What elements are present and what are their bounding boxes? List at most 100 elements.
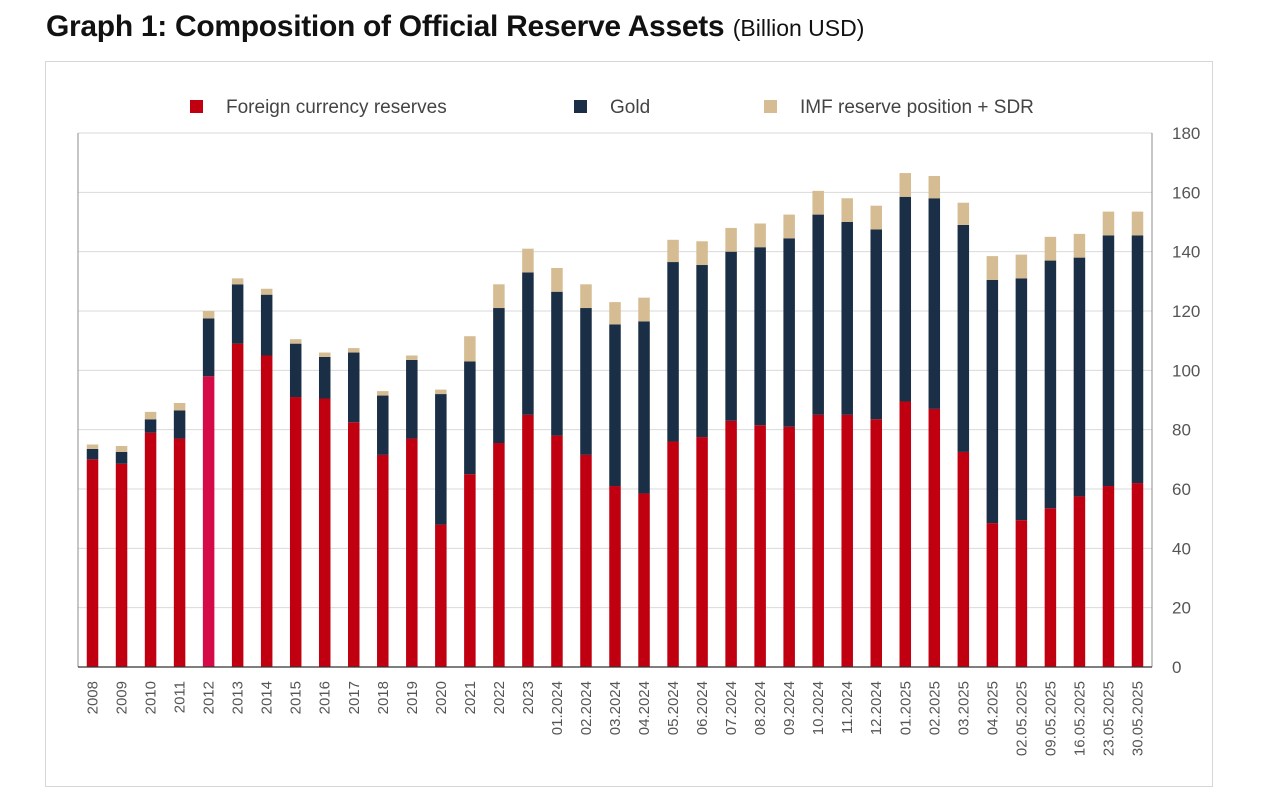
bar-foreign-currency-reserves [318,398,331,667]
bar-gold [493,308,505,444]
x-tick-label: 02.2024 [578,681,595,735]
bar-gold [231,284,244,344]
bar-foreign-currency-reserves [812,414,824,667]
chart-frame [45,61,1213,787]
bar-foreign-currency-reserves [115,463,128,667]
bar-foreign-currency-reserves [202,376,215,667]
bar-gold [725,251,737,421]
bar-imf-reserve-position-sdr [289,339,302,344]
bar-imf-reserve-position-sdr [202,311,215,319]
x-tick-label: 2009 [114,681,131,714]
bar-foreign-currency-reserves [260,355,273,667]
bar-imf-reserve-position-sdr [348,348,360,353]
bar-foreign-currency-reserves [580,454,592,667]
y-tick-label: 80 [1172,421,1191,440]
bar-gold [812,214,824,415]
x-tick-label: 01.2025 [897,681,914,735]
x-tick-label: 02.05.2025 [1013,681,1030,756]
legend-swatch [190,100,203,113]
legend-label: Gold [610,97,650,118]
bar-imf-reserve-position-sdr [464,336,476,362]
bar-imf-reserve-position-sdr [928,176,941,199]
chart-unit: (Billion USD) [732,15,865,41]
x-tick-label: 2017 [346,681,363,714]
bar-imf-reserve-position-sdr [986,256,999,280]
bar-gold [464,361,476,475]
bar-imf-reserve-position-sdr [1044,236,1057,261]
bar-gold [928,198,941,409]
x-tick-label: 2019 [404,681,421,714]
legend-swatch [574,100,587,113]
bar-gold [260,294,273,356]
x-tick-label: 11.2024 [839,681,856,734]
x-tick-label: 09.2024 [781,681,798,735]
x-tick-label: 05.2024 [665,681,682,735]
bar-gold [754,247,766,426]
x-tick-label: 2010 [143,681,160,714]
bar-gold [986,279,999,524]
x-tick-label: 2023 [520,681,537,714]
bar-imf-reserve-position-sdr [783,214,795,239]
bar-imf-reserve-position-sdr [318,352,331,357]
bar-foreign-currency-reserves [870,419,882,667]
x-tick-label: 2016 [317,681,334,714]
bar-foreign-currency-reserves [783,426,795,667]
bar-gold [348,352,360,423]
chart-title: Graph 1: Composition of Official Reserve… [46,10,725,43]
bar-foreign-currency-reserves [986,523,999,667]
bar-gold [551,291,563,436]
bar-gold [957,224,970,452]
bar-gold [580,308,592,455]
x-tick-label: 02.2025 [926,681,943,735]
x-tick-label: 03.2025 [955,681,972,735]
x-tick-label: 09.05.2025 [1042,681,1059,756]
bar-foreign-currency-reserves [696,437,708,667]
x-tick-label: 16.05.2025 [1071,681,1088,756]
x-tick-label: 23.05.2025 [1100,681,1117,756]
bar-imf-reserve-position-sdr [260,288,273,295]
y-axis-ticks: 0 20 40 60 80 100 120 140 160 180 [1172,124,1200,677]
y-tick-label: 100 [1172,361,1200,380]
bar-gold [406,359,418,439]
bar-foreign-currency-reserves [754,425,766,667]
bar-gold [783,238,795,427]
bar-imf-reserve-position-sdr [667,239,679,263]
bar-gold [377,395,389,455]
bar-imf-reserve-position-sdr [1073,233,1086,258]
legend-swatch [764,100,777,113]
bar-foreign-currency-reserves [899,401,912,667]
x-tick-label: 03.2024 [607,681,624,735]
bar-gold [435,394,447,525]
bar-imf-reserve-position-sdr [609,302,621,325]
x-tick-label: 2018 [375,681,392,714]
bar-imf-reserve-position-sdr [173,402,186,411]
bar-foreign-currency-reserves [1044,508,1057,667]
y-tick-label: 140 [1172,243,1200,262]
bar-imf-reserve-position-sdr [1015,254,1028,279]
bar-foreign-currency-reserves [144,432,157,667]
x-tick-label: 2011 [172,681,189,713]
bar-imf-reserve-position-sdr [144,411,157,420]
bar-imf-reserve-position-sdr [406,355,418,360]
x-tick-label: 2013 [230,681,247,714]
x-tick-label: 12.2024 [868,681,885,735]
x-tick-label: 30.05.2025 [1129,681,1146,756]
bar-gold [638,321,650,494]
x-tick-label: 2020 [433,681,450,714]
legend: Foreign currency reserves Gold IMF reserve… [190,97,1034,118]
bar-imf-reserve-position-sdr [551,267,563,292]
bar-gold [841,222,853,415]
y-tick-label: 120 [1172,302,1200,321]
x-tick-label: 2015 [288,681,305,714]
bar-foreign-currency-reserves [522,414,534,667]
bar-gold [899,196,912,402]
bar-imf-reserve-position-sdr [115,445,128,452]
x-tick-label: 01.2024 [549,681,566,735]
x-axis-ticks: 2008 2009 2010 2011 2012 2013 2014 2015 2016 2017… [85,681,1147,756]
bar-gold [522,272,534,415]
bar-imf-reserve-position-sdr [754,223,766,248]
x-tick-label: 10.2024 [810,681,827,735]
bar-gold [1102,235,1115,487]
bar-foreign-currency-reserves [638,493,650,667]
bar-gold [289,343,302,398]
